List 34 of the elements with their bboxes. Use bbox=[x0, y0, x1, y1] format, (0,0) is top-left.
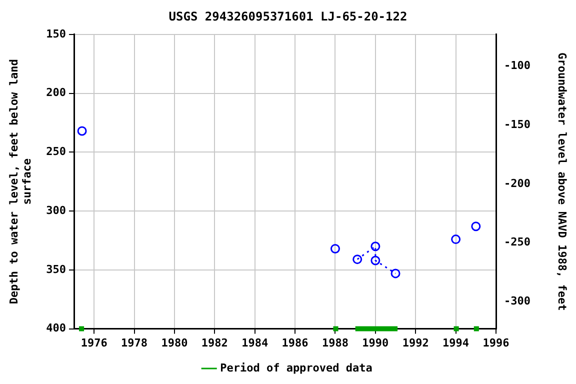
point bbox=[390, 268, 400, 278]
x-tick-label: 1994 bbox=[442, 336, 470, 350]
x-tick-label: 1978 bbox=[121, 336, 148, 350]
chart-title: USGS 294326095371601 LJ-65-20-122 bbox=[168, 9, 408, 24]
x-tick-label: 1996 bbox=[482, 336, 510, 350]
y-axis-title: Depth to water level, feet below land surface bbox=[7, 59, 34, 304]
y-tick-label: 200 bbox=[46, 86, 66, 100]
y2-tick-label: -100 bbox=[504, 59, 530, 72]
point bbox=[330, 244, 340, 254]
y-tick-label: 350 bbox=[46, 262, 66, 276]
legend-label: Period of approved data bbox=[220, 361, 372, 374]
x-tick-label: 1992 bbox=[402, 336, 429, 350]
y-tick-label: 400 bbox=[46, 322, 66, 335]
point bbox=[77, 126, 87, 136]
y2-tick-label: -200 bbox=[504, 176, 530, 190]
x-tick-label: 1982 bbox=[201, 336, 228, 350]
x-tick-label: 1986 bbox=[282, 336, 309, 350]
x-tick-label: 1990 bbox=[362, 336, 389, 350]
point bbox=[370, 256, 380, 266]
x-tick-label: 1988 bbox=[322, 336, 348, 350]
y2-tick-label: -150 bbox=[504, 118, 530, 131]
x-tick-label: 1984 bbox=[242, 336, 268, 350]
point bbox=[370, 242, 380, 252]
y-tick-label: 250 bbox=[46, 145, 66, 158]
y2-tick-label: -250 bbox=[504, 236, 530, 249]
point bbox=[471, 222, 481, 232]
y-tick-label: 150 bbox=[46, 27, 66, 40]
y2-axis-title: Groundwater level above NAVD 1988, feet bbox=[556, 52, 569, 311]
y-tick-label: 300 bbox=[46, 204, 66, 217]
x-tick-label: 1976 bbox=[80, 336, 108, 350]
point bbox=[352, 254, 362, 264]
point bbox=[451, 234, 461, 244]
x-tick-label: 1980 bbox=[161, 336, 188, 350]
y2-tick-label: -300 bbox=[504, 294, 530, 308]
